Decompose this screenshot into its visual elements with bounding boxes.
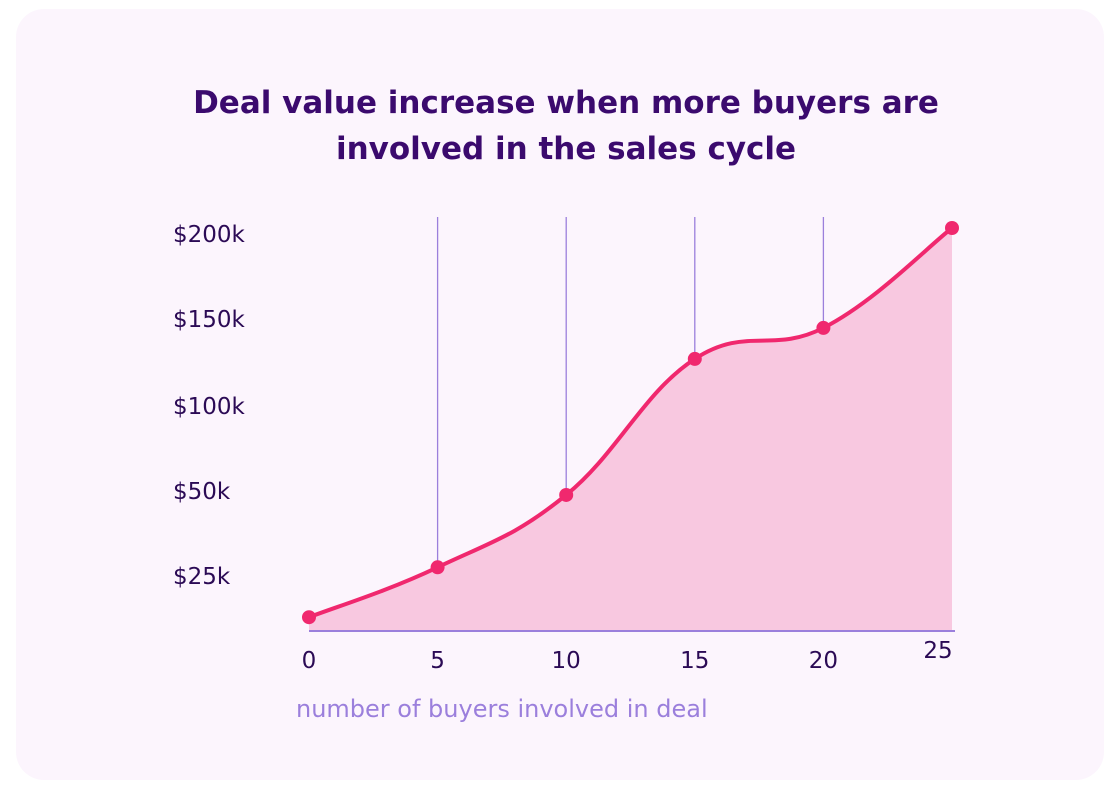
data-point-10 bbox=[559, 487, 574, 502]
data-point-20 bbox=[816, 320, 831, 335]
chart-title-line-2: involved in the sales cycle bbox=[335, 131, 797, 167]
data-point-5 bbox=[430, 560, 445, 575]
y-tick-label-200: $200k bbox=[173, 222, 246, 248]
x-tick-label-0: 0 bbox=[302, 648, 317, 674]
y-tick-label-150: $150k bbox=[173, 307, 246, 333]
x-axis-label: number of buyers involved in deal bbox=[296, 695, 708, 723]
x-tick-label-25: 25 bbox=[923, 638, 952, 664]
x-tick-label-5: 5 bbox=[430, 648, 445, 674]
data-point-25 bbox=[945, 221, 959, 235]
data-point-0 bbox=[302, 610, 316, 625]
x-tick-label-10: 10 bbox=[552, 648, 581, 674]
series-line bbox=[307, 226, 954, 620]
data-point-15 bbox=[687, 351, 702, 366]
x-tick-label-15: 15 bbox=[680, 648, 709, 674]
y-tick-label-25: $25k bbox=[173, 564, 231, 590]
area-fill bbox=[309, 228, 952, 631]
y-tick-label-100: $100k bbox=[173, 394, 246, 420]
x-tick-label-20: 20 bbox=[809, 648, 838, 674]
y-tick-label-50: $50k bbox=[173, 479, 231, 505]
chart-title-line-1: Deal value increase when more buyers are bbox=[193, 85, 939, 121]
chart-title: Deal value increase when more buyers are… bbox=[0, 80, 1120, 172]
